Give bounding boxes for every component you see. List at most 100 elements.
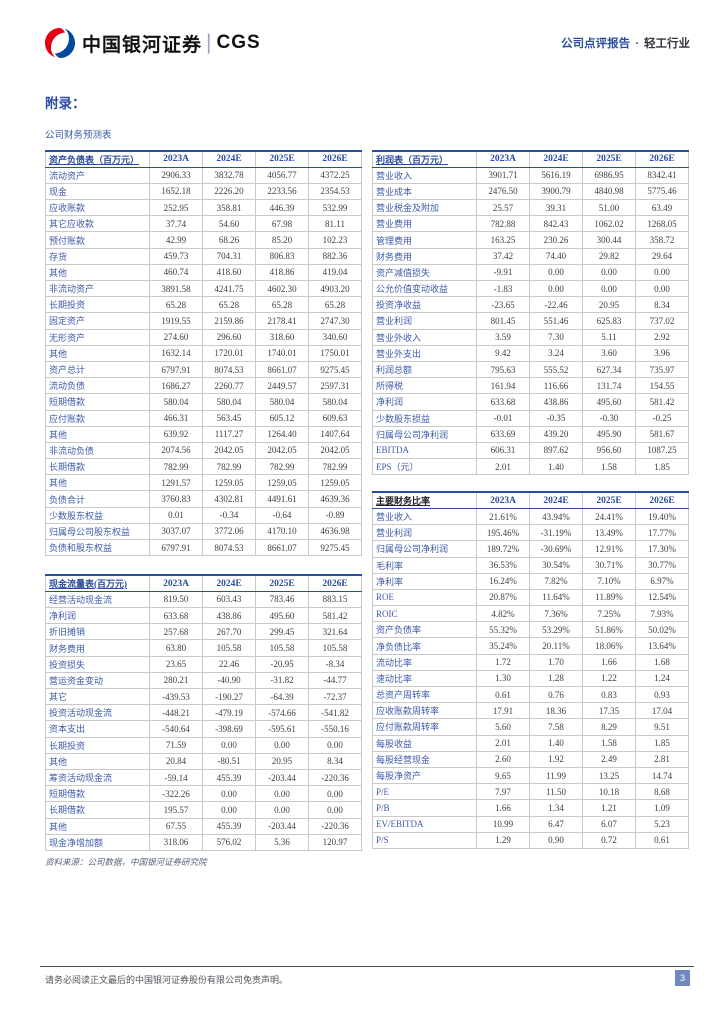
cell-value: 2906.33	[149, 166, 203, 184]
cell-value: -9.91	[476, 263, 530, 282]
cell-value: 0.72	[582, 831, 636, 849]
cell-value: 21.61%	[476, 507, 530, 526]
row-label: 营业利润	[372, 524, 477, 542]
row-label: P/B	[372, 799, 477, 817]
cell-value: 24.41%	[582, 507, 636, 526]
cell-value: 1686.27	[149, 377, 203, 395]
row-label: 营业税金及附加	[372, 199, 477, 217]
row-label: 归属母公司股东权益	[45, 522, 150, 541]
row-label: 非流动负债	[45, 441, 150, 460]
table-row: 财务费用 37.42 74.40 29.82 29.64	[372, 247, 689, 265]
cell-value: 580.04	[308, 393, 362, 411]
row-label: 其他	[45, 344, 150, 362]
row-label: 营业收入	[372, 166, 477, 184]
cell-value: 36.53%	[476, 556, 530, 574]
table-row: 应收账款 252.95 358.81 446.39 532.99	[45, 199, 362, 217]
cell-value: 6.97%	[635, 572, 689, 590]
cell-value: 18.36	[529, 702, 583, 720]
row-label: 净利润	[372, 393, 477, 411]
cell-value: 252.95	[149, 199, 203, 217]
page-header: 中国银河证券 | CGS 公司点评报告 · 轻工行业	[45, 26, 690, 60]
cell-value: 897.62	[529, 441, 583, 460]
row-label: 流动负债	[45, 377, 150, 395]
cell-value: 102.23	[308, 231, 362, 249]
cell-value: 65.28	[255, 296, 309, 314]
appendix-heading: 附录：	[45, 96, 86, 111]
cell-value: -80.51	[202, 752, 256, 770]
row-label: 其他	[45, 425, 150, 443]
table-row: 筹资活动现金流 -59.14 455.39 -203.44 -220.36	[45, 768, 362, 787]
cell-value: 358.81	[202, 199, 256, 217]
cell-value: 17.35	[582, 702, 636, 720]
cell-value: 16.24%	[476, 572, 530, 590]
cell-value: 563.45	[202, 409, 256, 427]
table-row: 应付账款周转率 5.60 7.58 8.29 9.51	[372, 718, 689, 736]
cell-value: 3.24	[529, 344, 583, 362]
cell-value: 606.31	[476, 441, 530, 460]
table-row: P/S 1.29 0.90 0.72 0.61	[372, 831, 689, 849]
cell-value: 4241.75	[202, 279, 256, 298]
cell-value: 7.58	[529, 718, 583, 736]
row-label: 其他	[45, 752, 150, 770]
cell-value: 39.31	[529, 199, 583, 217]
cell-value: 882.36	[308, 247, 362, 265]
cell-value: -448.21	[149, 704, 203, 722]
table-row: 短期借款 580.04 580.04 580.04 580.04	[45, 393, 362, 411]
cell-value: 20.84	[149, 752, 203, 770]
cell-value: 1087.25	[635, 441, 689, 460]
table-row: P/E 7.97 11.50 10.18 8.68	[372, 783, 689, 801]
cell-value: 459.73	[149, 247, 203, 265]
cell-value: -0.30	[582, 409, 636, 427]
cell-value: 3901.71	[476, 166, 530, 184]
cell-value: 4170.10	[255, 522, 309, 541]
row-label: 利润总额	[372, 360, 477, 379]
cell-value: 819.50	[149, 590, 203, 609]
cell-value: 7.30	[529, 328, 583, 346]
row-label: ROE	[372, 588, 477, 607]
table-row: 其他 20.84 -80.51 20.95 8.34	[45, 752, 362, 770]
cell-value: -30.69%	[529, 540, 583, 558]
cell-value: -8.34	[308, 655, 362, 673]
cell-value: -44.77	[308, 671, 362, 690]
cell-value: 0.00	[255, 736, 309, 754]
row-label: 长期投资	[45, 296, 150, 314]
logo-company-name: 中国银河证券	[82, 34, 203, 56]
table-row: 营业成本 2476.50 3900.79 4840.98 5775.46	[372, 182, 689, 201]
cell-value: 418.60	[202, 263, 256, 282]
cell-value: 71.59	[149, 736, 203, 754]
table-row: 现金净增加额 318.06 576.02 5.36 120.97	[45, 833, 362, 851]
cell-value: 883.15	[308, 590, 362, 609]
table-row: 应收账款周转率 17.91 18.36 17.35 17.04	[372, 702, 689, 720]
cell-value: 161.94	[476, 377, 530, 395]
table-row: 总资产周转率 0.61 0.76 0.83 0.93	[372, 685, 689, 704]
footer-divider	[40, 966, 694, 967]
row-label: 净利率	[372, 572, 477, 590]
table-row: ROE 20.87% 11.64% 11.89% 12.54%	[372, 588, 689, 607]
cell-value: 1.85	[635, 734, 689, 752]
year-column-header: 2024E	[529, 491, 583, 509]
row-label: 归属母公司净利润	[372, 425, 477, 443]
table-row: 每股净资产 9.65 11.99 13.25 14.74	[372, 766, 689, 785]
cell-value: 131.74	[582, 377, 636, 395]
table-row: 营业利润 195.46% -31.19% 13.49% 17.77%	[372, 524, 689, 542]
cell-value: 30.54%	[529, 556, 583, 574]
cell-value: 1117.27	[202, 425, 256, 443]
cell-value: 8.34	[635, 296, 689, 314]
cell-value: 1919.55	[149, 312, 203, 330]
row-label: 每股经营现金	[372, 750, 477, 768]
cell-value: 4602.30	[255, 279, 309, 298]
cell-value: -22.46	[529, 296, 583, 314]
cell-value: 3.59	[476, 328, 530, 346]
table-row: 营业外支出 9.42 3.24 3.60 3.96	[372, 344, 689, 362]
year-column-header: 2023A	[149, 574, 203, 592]
cell-value: 6.47	[529, 815, 583, 833]
page-number-badge: 3	[675, 970, 690, 986]
cell-value: 6797.91	[149, 538, 203, 557]
table-row: 其它应收款 37.74 54.60 67.98 81.11	[45, 215, 362, 233]
row-label: 营业收入	[372, 507, 477, 526]
cell-value: -190.27	[202, 687, 256, 706]
cell-value: 2354.53	[308, 182, 362, 201]
cell-value: 495.60	[255, 607, 309, 625]
cell-value: 735.97	[635, 360, 689, 379]
year-column-header: 2023A	[476, 491, 530, 509]
